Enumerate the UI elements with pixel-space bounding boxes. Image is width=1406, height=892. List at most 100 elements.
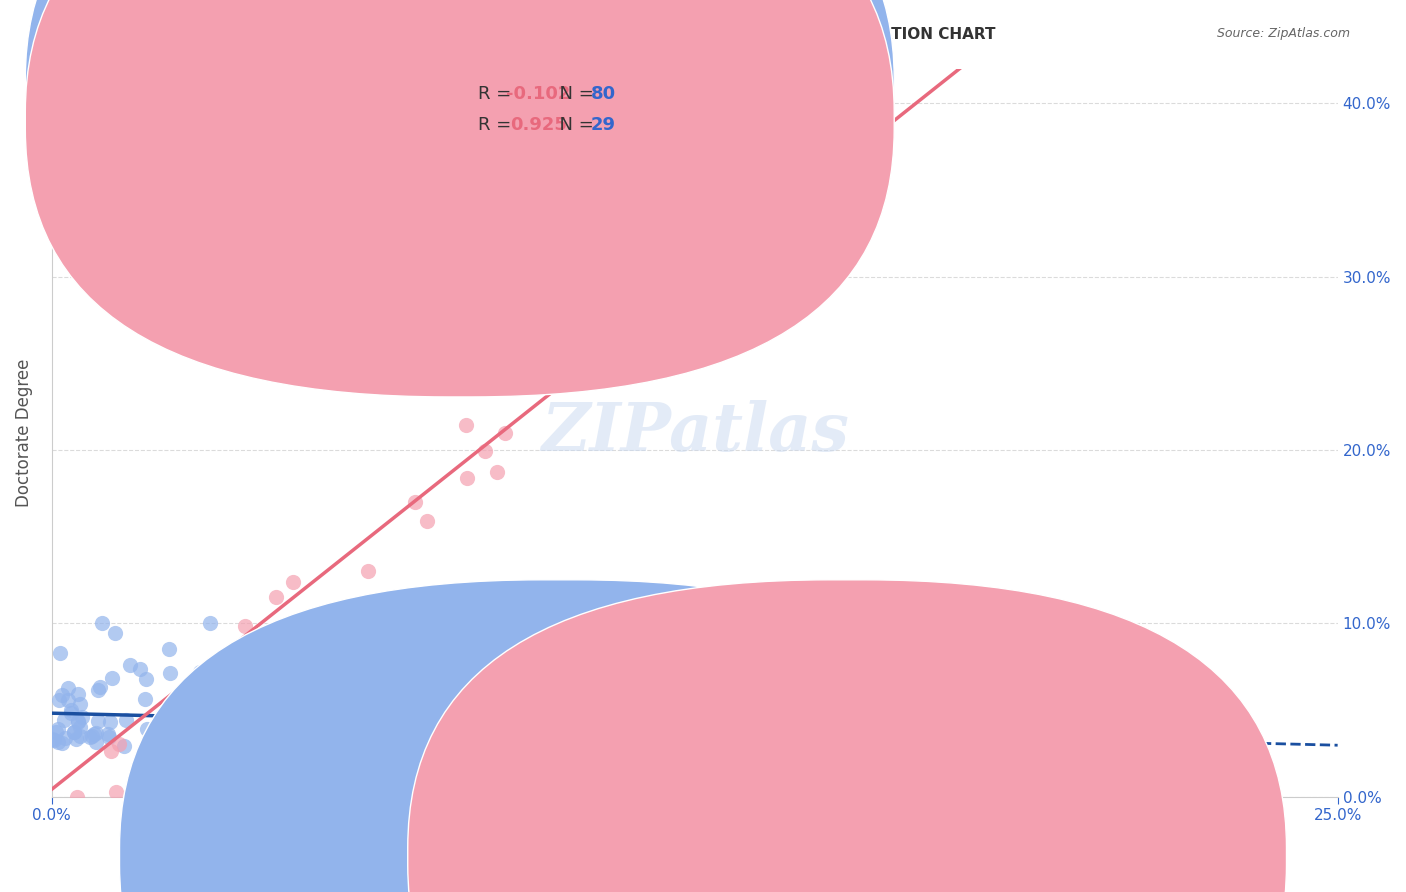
Point [598, 745, 620, 759]
Point [231, 661, 253, 675]
Point [79, 730, 101, 744]
Point [233, 619, 256, 633]
Point [83, 727, 105, 741]
Point [486, 465, 509, 479]
Point [489, 734, 512, 748]
Point [659, 297, 682, 311]
Point [231, 706, 253, 720]
Point [683, 308, 706, 322]
Point [257, 722, 280, 736]
Point [82, 729, 104, 743]
Point [637, 253, 659, 268]
Point [46, 722, 69, 736]
Point [162, 740, 184, 755]
Point [45, 724, 67, 739]
Point [299, 711, 322, 725]
Text: N =: N = [548, 116, 600, 134]
Point [89, 680, 111, 694]
Point [249, 721, 271, 735]
Point [41, 732, 63, 747]
Point [456, 471, 478, 485]
Point [232, 735, 254, 749]
Point [100, 714, 122, 729]
Point [270, 696, 292, 710]
Point [49, 646, 72, 660]
Point [128, 662, 150, 676]
Point [69, 729, 91, 743]
Point [209, 730, 232, 744]
Point [65, 732, 87, 747]
Point [66, 789, 89, 804]
Point [60, 703, 83, 717]
Point [703, 225, 725, 239]
Point [141, 739, 163, 754]
Point [368, 735, 391, 749]
Point [44, 733, 66, 747]
Point [52, 713, 75, 727]
Point [58, 681, 80, 695]
Point [156, 732, 179, 747]
Point [238, 734, 260, 748]
Point [266, 591, 288, 605]
Point [91, 616, 114, 631]
Text: IMMIGRANTS FROM BOLIVIA VS IMMIGRANTS FROM SAUDI ARABIA DOCTORATE DEGREE CORRELA: IMMIGRANTS FROM BOLIVIA VS IMMIGRANTS FR… [56, 27, 995, 42]
Text: 29: 29 [591, 116, 616, 134]
Point [188, 665, 211, 680]
Point [62, 724, 84, 739]
Point [157, 739, 180, 754]
Point [66, 714, 89, 728]
Point [474, 443, 496, 458]
Point [66, 714, 89, 729]
Text: Immigrants from Bolivia: Immigrants from Bolivia [591, 847, 790, 865]
Point [48, 692, 70, 706]
Point [427, 716, 450, 731]
Point [66, 688, 89, 702]
Point [330, 733, 353, 747]
Point [790, 128, 813, 143]
Point [97, 730, 120, 744]
Point [537, 343, 560, 358]
Point [51, 688, 73, 702]
Point [602, 291, 624, 305]
Point [84, 726, 107, 740]
Y-axis label: Doctorate Degree: Doctorate Degree [15, 359, 32, 507]
Point [100, 744, 122, 758]
Point [142, 740, 165, 755]
Point [56, 693, 79, 707]
Point [281, 574, 304, 589]
Point [118, 657, 141, 672]
Point [357, 564, 380, 578]
Point [72, 710, 94, 724]
Point [62, 725, 84, 739]
Point [69, 720, 91, 734]
Point [155, 741, 177, 756]
Point [87, 714, 110, 728]
Text: R =: R = [478, 85, 517, 103]
Point [454, 417, 477, 432]
Point [115, 714, 138, 728]
Point [807, 149, 830, 163]
Point [349, 744, 371, 758]
Point [404, 495, 426, 509]
Text: N =: N = [548, 85, 600, 103]
Point [253, 673, 276, 688]
Point [415, 514, 437, 528]
Point [198, 616, 221, 631]
Point [198, 721, 221, 735]
Text: Immigrants from Saudi Arabia: Immigrants from Saudi Arabia [872, 847, 1122, 865]
Point [160, 730, 183, 744]
Point [135, 673, 157, 687]
Point [267, 722, 290, 736]
Point [491, 709, 513, 723]
Text: Source: ZipAtlas.com: Source: ZipAtlas.com [1216, 27, 1350, 40]
Point [104, 626, 127, 640]
Point [134, 692, 156, 706]
Point [114, 739, 136, 754]
Point [104, 785, 127, 799]
Point [84, 735, 107, 749]
Text: -0.102: -0.102 [506, 85, 571, 103]
Point [157, 642, 180, 657]
Point [101, 671, 124, 685]
Point [69, 697, 91, 711]
Point [593, 341, 616, 355]
